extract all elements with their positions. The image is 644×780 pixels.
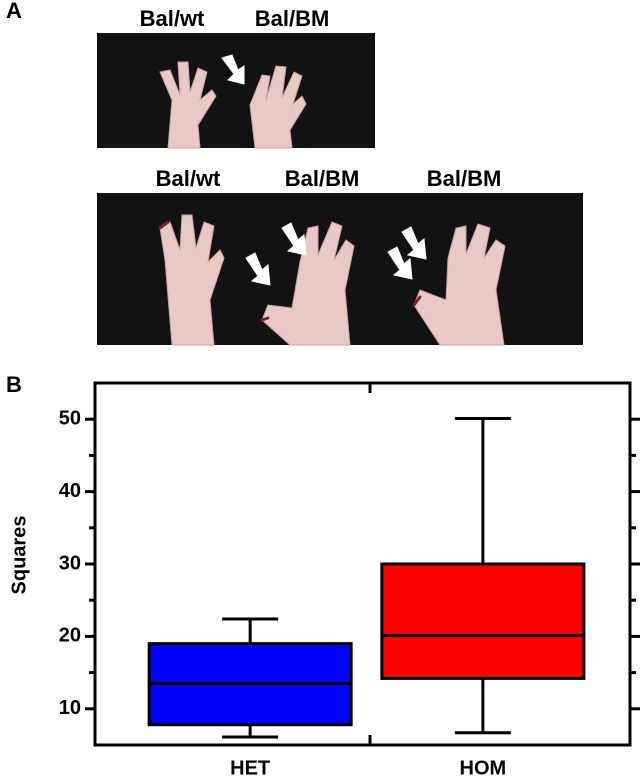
x-tick-label: HOM	[460, 757, 507, 779]
y-axis-label: Squares	[8, 516, 30, 595]
panel-label: B	[6, 372, 22, 397]
photo-label: Bal/BM	[285, 166, 360, 191]
y-tick-label: 50	[59, 407, 81, 429]
y-tick-label: 20	[59, 625, 81, 647]
x-tick-label: HET	[230, 757, 270, 779]
box	[380, 562, 586, 680]
photo	[97, 33, 375, 149]
photo	[97, 193, 583, 346]
photo-label: Bal/BM	[255, 6, 330, 31]
photo-label: Bal/BM	[427, 166, 502, 191]
y-tick-label: 40	[59, 480, 81, 502]
y-tick-label: 30	[59, 552, 81, 574]
photo-label: Bal/wt	[156, 166, 221, 191]
photo-label: Bal/wt	[140, 6, 205, 31]
y-tick-label: 10	[59, 697, 81, 719]
panel-label: A	[6, 0, 22, 23]
